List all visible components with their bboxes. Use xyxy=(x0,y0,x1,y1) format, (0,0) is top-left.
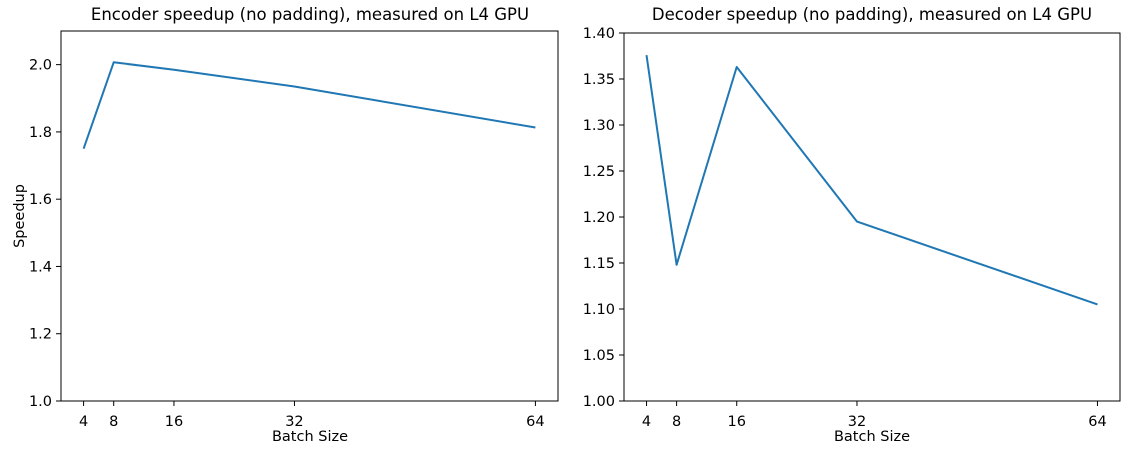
y-tick-label: 1.4 xyxy=(29,259,52,275)
encoder-xaxis-label: Batch Size xyxy=(272,429,348,445)
encoder-plot-frame xyxy=(60,30,559,402)
y-tick-label: 2.0 xyxy=(29,58,52,74)
y-tick-label: 1.2 xyxy=(29,327,52,343)
y-tick-label: 1.05 xyxy=(583,348,615,364)
encoder-axes: 4 8 16 32 64 1.0 1.2 1.4 1.6 1.8 2.0 xyxy=(29,30,559,430)
decoder-chart-title: Decoder speedup (no padding), measured o… xyxy=(652,5,1092,24)
x-tick-label: 64 xyxy=(1088,414,1106,430)
x-tick-label: 32 xyxy=(848,414,866,430)
y-tick-label: 1.35 xyxy=(583,72,615,88)
y-tick-label: 1.0 xyxy=(29,394,52,410)
decoder-axes: 4 8 16 32 64 1.00 1.05 1.10 1.15 1.20 1.25 1.30 1.35… xyxy=(583,26,1121,430)
encoder-chart-title: Encoder speedup (no padding), measured o… xyxy=(91,5,529,24)
y-tick-label: 1.20 xyxy=(583,210,615,226)
y-tick-label: 1.15 xyxy=(583,256,615,272)
x-tick-label: 8 xyxy=(672,414,681,430)
x-tick-label: 4 xyxy=(79,414,88,430)
y-tick-label: 1.25 xyxy=(583,164,615,180)
x-tick-label: 64 xyxy=(526,414,544,430)
decoder-series-line xyxy=(645,54,1098,306)
encoder-series-line xyxy=(82,61,536,150)
y-tick-label: 1.10 xyxy=(583,302,615,318)
x-tick-label: 8 xyxy=(109,414,118,430)
axes-layer: 4 8 16 32 64 1.0 1.2 1.4 1.6 1.8 2.0 4 8 16 32 64 1.00 1.… xyxy=(29,26,1121,430)
x-tick-label: 4 xyxy=(642,414,651,430)
x-tick-label: 32 xyxy=(285,414,303,430)
encoder-yaxis-label: Speedup xyxy=(12,184,28,248)
x-tick-label: 16 xyxy=(165,414,183,430)
y-tick-label: 1.6 xyxy=(29,192,52,208)
y-tick-label: 1.8 xyxy=(29,125,52,141)
decoder-plot-frame xyxy=(623,32,1121,402)
y-tick-label: 1.00 xyxy=(583,394,615,410)
x-tick-label: 16 xyxy=(728,414,746,430)
y-tick-label: 1.40 xyxy=(583,26,615,42)
decoder-xaxis-label: Batch Size xyxy=(834,429,910,445)
y-tick-label: 1.30 xyxy=(583,118,615,134)
